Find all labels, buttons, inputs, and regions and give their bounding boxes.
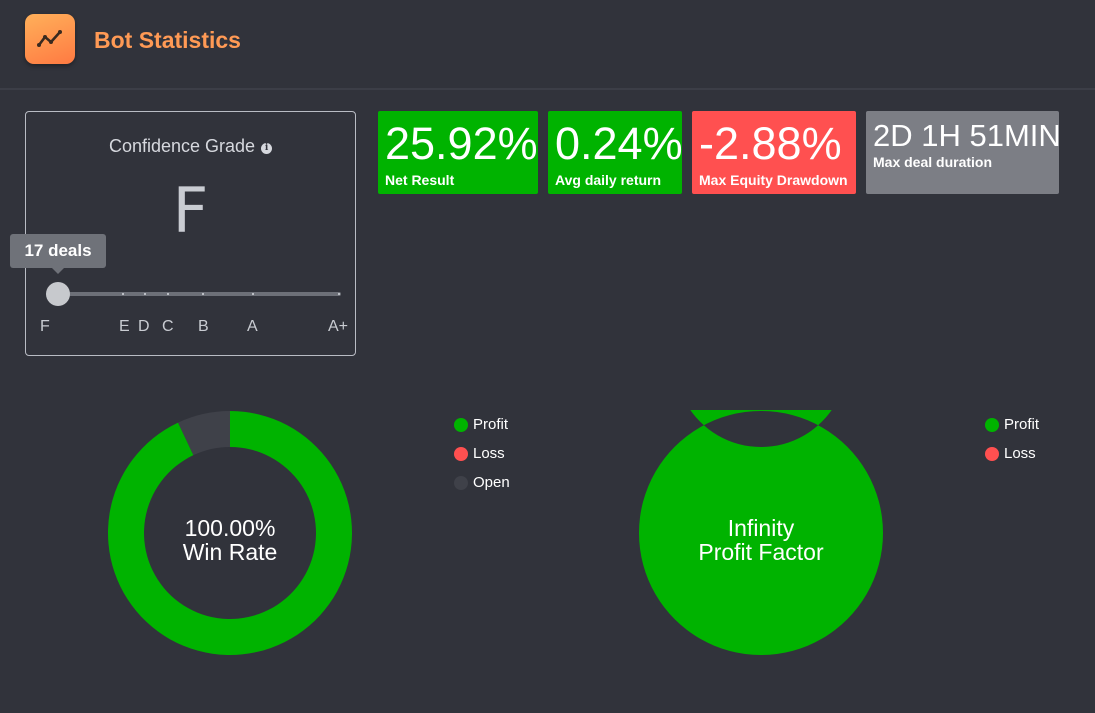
logo [25,14,75,64]
grade-label-e: E [119,318,130,335]
win-rate-label: Win Rate [182,539,278,565]
max-equity-drawdown-value: -2.88% [699,118,842,169]
profit-factor-center-text: Infinity Profit Factor [661,516,861,564]
donut-segment-profit[interactable] [107,411,352,655]
legend-item-loss[interactable]: Loss [454,439,510,468]
avg-daily-return-card: 0.24% Avg daily return [548,111,682,194]
legend-dot [985,446,999,461]
donut-segment-open[interactable] [178,411,230,456]
grade-label-f: F [40,318,50,335]
header: Bot Statistics [0,0,1095,90]
profit-factor-donut [638,410,883,655]
confidence-grade-text: Confidence Grade [108,136,256,156]
max-equity-drawdown-card: -2.88% Max Equity Drawdown [692,111,856,194]
legend-item-profit[interactable]: Profit [985,410,1039,439]
grade-label-c: C [162,318,174,335]
legend-item-open[interactable]: Open [454,468,510,497]
win-rate-donut [107,411,352,655]
profit-factor-value: Infinity [727,515,795,541]
legend-label: Loss [473,445,505,462]
grade-label-a-plus: A+ [328,318,349,335]
tooltip-arrow [52,268,64,274]
max-deal-duration-card: 2D 1H 51MIN Max deal duration [866,111,1059,194]
avg-daily-return-label: Avg daily return [555,172,662,188]
profit-factor-legend: Profit Loss [985,410,1039,468]
win-rate-value: 100.00% [184,515,276,541]
max-deal-duration-label: Max deal duration [873,154,993,170]
legend-dot [985,417,999,432]
info-icon[interactable]: i [261,143,273,154]
grade-slider-track [46,292,341,296]
legend-item-profit[interactable]: Profit [454,410,510,439]
profit-factor-label: Profit Factor [698,539,824,565]
net-result-card: 25.92% Net Result [378,111,538,194]
max-deal-duration-value: 2D 1H 51MIN [873,118,1059,153]
grade-label-d: D [138,318,150,335]
legend-dot [454,446,468,461]
win-rate-center-text: 100.00% Win Rate [130,516,330,564]
avg-daily-return-value: 0.24% [555,118,682,169]
legend-dot [454,475,468,490]
page-title: Bot Statistics [94,27,241,53]
net-result-label: Net Result [385,172,455,188]
grade-tick [167,293,169,295]
max-equity-drawdown-label: Max Equity Drawdown [699,172,848,188]
net-result-value: 25.92% [385,118,538,169]
grade-tick [202,293,204,295]
legend-item-loss[interactable]: Loss [985,439,1039,468]
legend-label: Open [473,474,510,491]
confidence-grade-card: Confidence Grade i F 17 deals F E D C B A… [10,111,356,356]
legend-label: Loss [1004,445,1036,462]
grade-tick [338,293,340,295]
win-rate-legend: Profit Loss Open [454,410,510,497]
confidence-grade-label: Confidence Grade i [26,136,355,157]
grade-tick [252,293,254,295]
grade-tick [144,293,146,295]
grade-tick [122,293,124,295]
grade-value: F [172,174,209,247]
grade-slider-thumb[interactable] [46,282,70,306]
deals-tooltip: 17 deals [10,234,106,268]
donut-segment-profit[interactable] [638,410,883,655]
grade-label-a: A [247,318,258,335]
grade-label-b: B [198,318,209,335]
legend-label: Profit [473,416,509,433]
trend-line-icon [37,30,62,47]
legend-dot [454,417,468,432]
legend-label: Profit [1004,416,1040,433]
